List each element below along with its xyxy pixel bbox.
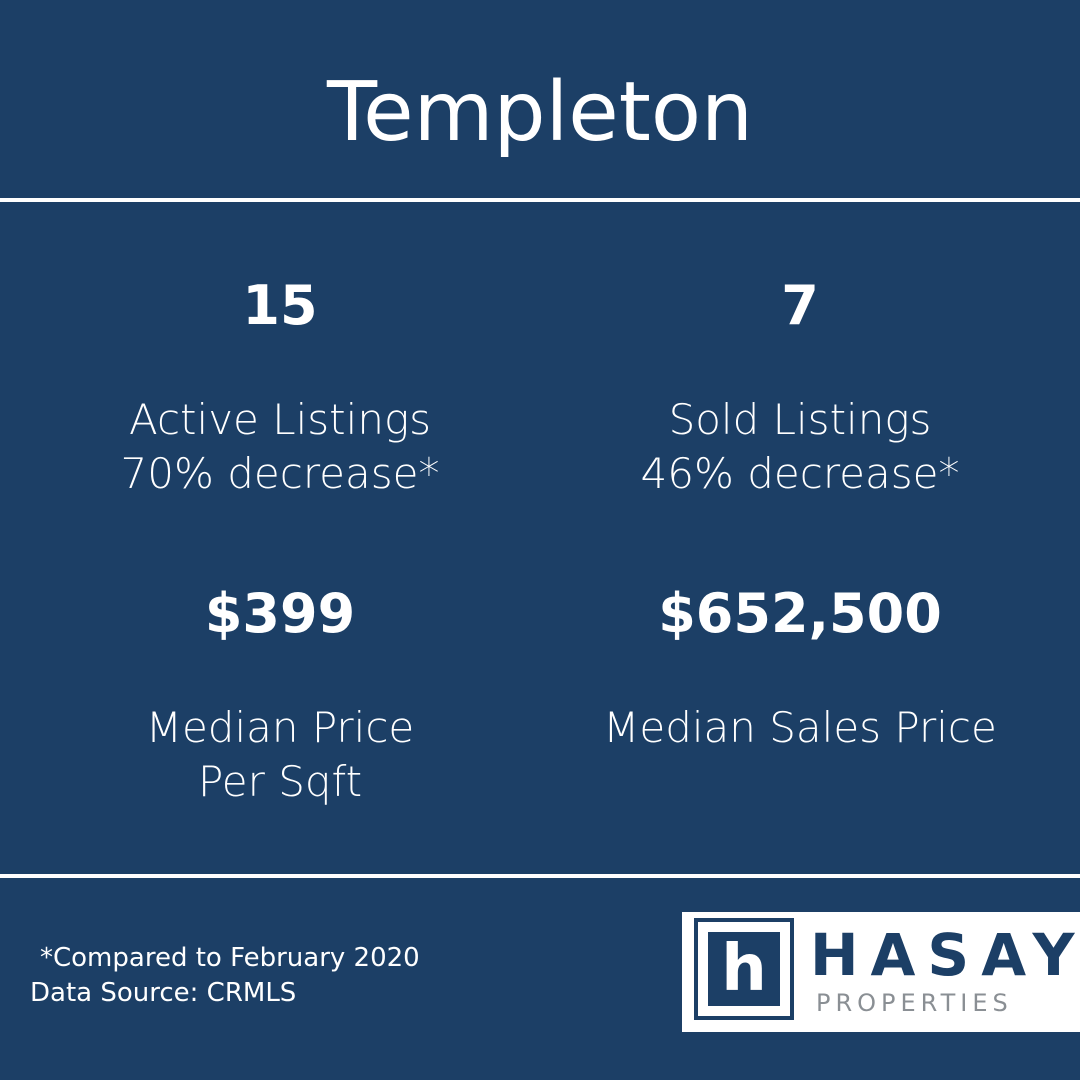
stat-value: $399 (204, 582, 356, 645)
stat-label: Per Sqft (197, 757, 363, 806)
footnote: *Compared to February 2020 (40, 943, 420, 973)
logo-letter: h (708, 932, 780, 1006)
logo-mark: h (694, 918, 794, 1020)
stat-value: 7 (781, 274, 819, 337)
divider (0, 874, 1080, 878)
logo: h HASAY PROPERTIES (682, 912, 1080, 1032)
stat-value: 15 (242, 274, 318, 337)
stat-label: Active Listings (128, 395, 432, 444)
stat-value: $652,500 (658, 582, 942, 645)
stat-label: Median Price (145, 703, 415, 752)
title: Templeton (326, 65, 754, 160)
logo-name: HASAY (810, 921, 1080, 989)
logo-tagline: PROPERTIES (816, 989, 1013, 1017)
stat-label: 70% decrease* (120, 449, 440, 498)
stat-label: 46% decrease* (640, 449, 960, 498)
stat-label: Median Sales Price (603, 703, 997, 752)
divider (0, 198, 1080, 202)
stat-label: Sold Listings (668, 395, 932, 444)
footnote: Data Source: CRMLS (30, 978, 297, 1008)
